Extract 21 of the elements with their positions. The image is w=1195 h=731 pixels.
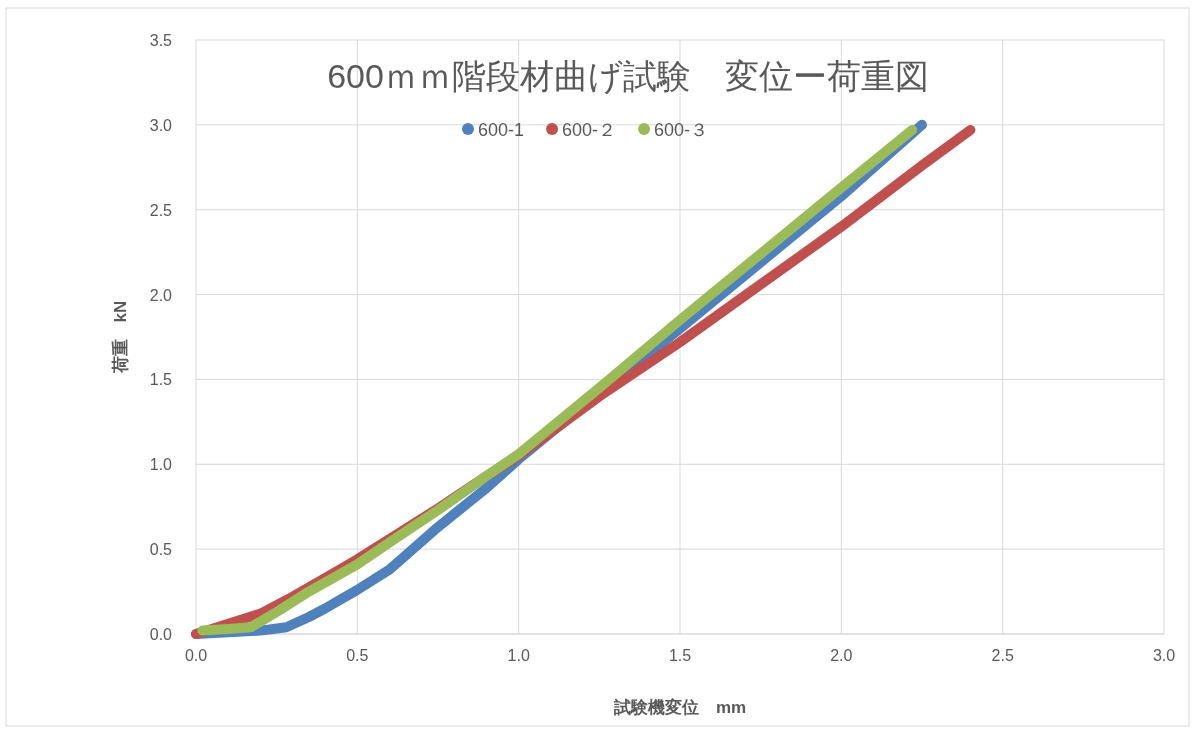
legend-label: 600-２ [562,120,617,140]
text: 600ｍｍ階段材曲げ試験 変位ー荷重図 [327,57,929,95]
x-tick-label: 3.0 [1152,647,1176,664]
y-tick-label: 3.5 [149,32,173,49]
x-tick-label: 2.5 [991,647,1014,664]
y-tick-label: 3.0 [149,116,173,134]
x-tick-label: 0.0 [184,647,208,664]
x-tick-label: 0.5 [346,647,369,664]
y-tick-label: 2.0 [149,286,173,304]
y-tick-label: 2.5 [149,201,173,219]
legend-label: 600-３ [654,120,709,140]
y-axis-title: 荷重 kN [111,300,130,375]
x-tick-label: 1.5 [668,647,692,664]
legend-label: 600-1 [478,120,525,140]
y-tick-label: 1.0 [149,456,173,474]
y-tick-label: 0.0 [149,626,173,643]
x-axis-title: 試験機変位 mm [612,698,747,717]
y-tick-label: 1.5 [149,371,173,389]
y-tick-label: 0.5 [149,541,173,559]
x-tick-label: 2.0 [830,647,853,664]
x-tick-label: 1.0 [507,647,530,664]
